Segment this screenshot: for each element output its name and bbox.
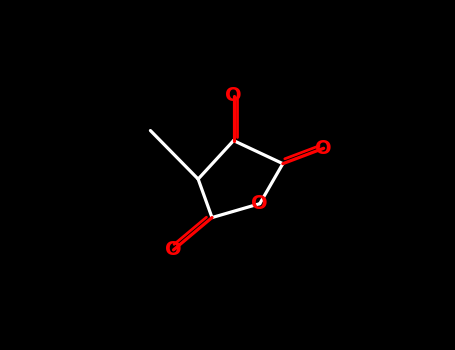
Text: O: O <box>252 194 268 213</box>
Text: O: O <box>225 86 242 105</box>
Text: O: O <box>165 240 182 259</box>
Text: O: O <box>315 139 332 158</box>
